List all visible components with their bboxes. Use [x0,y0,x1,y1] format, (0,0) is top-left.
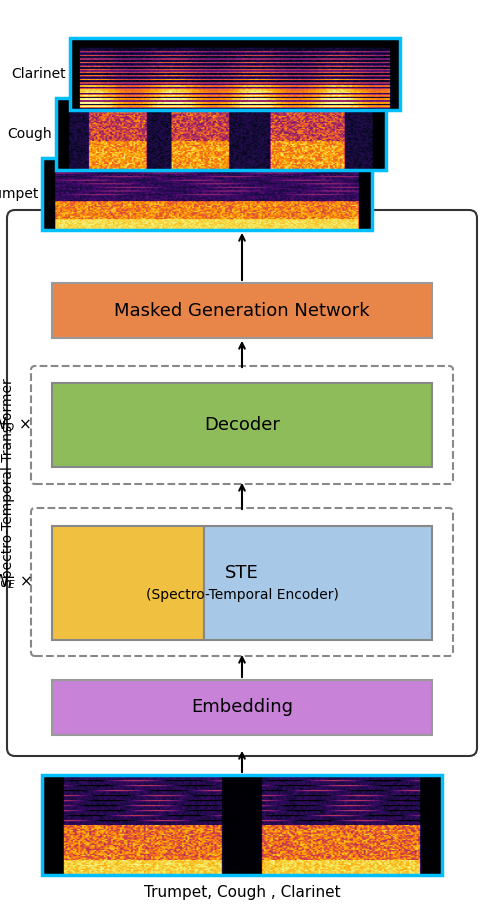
Bar [42,158,372,230]
Text: Masked Generation Network: Masked Generation Network [114,301,370,319]
Text: Clarinet: Clarinet [12,67,66,81]
Bar [70,38,400,110]
FancyBboxPatch shape [52,383,432,467]
Text: Decoder: Decoder [204,416,280,434]
Text: Trumpet: Trumpet [0,187,38,201]
Text: $N_E$ ×: $N_E$ × [0,572,32,592]
FancyBboxPatch shape [7,210,477,756]
Bar [42,775,442,875]
FancyBboxPatch shape [52,680,432,735]
FancyBboxPatch shape [204,526,432,640]
Bar [56,98,386,170]
Text: Spectro-Temporal Transformer: Spectro-Temporal Transformer [1,379,15,587]
Text: Cough: Cough [7,127,52,141]
FancyBboxPatch shape [52,283,432,338]
Text: $N_D$ ×: $N_D$ × [0,416,32,434]
Text: (Spectro-Temporal Encoder): (Spectro-Temporal Encoder) [146,588,338,602]
FancyBboxPatch shape [52,526,204,640]
Text: STE: STE [225,564,259,582]
Text: Embedding: Embedding [191,699,293,716]
Text: Trumpet, Cough , Clarinet: Trumpet, Cough , Clarinet [144,885,340,899]
